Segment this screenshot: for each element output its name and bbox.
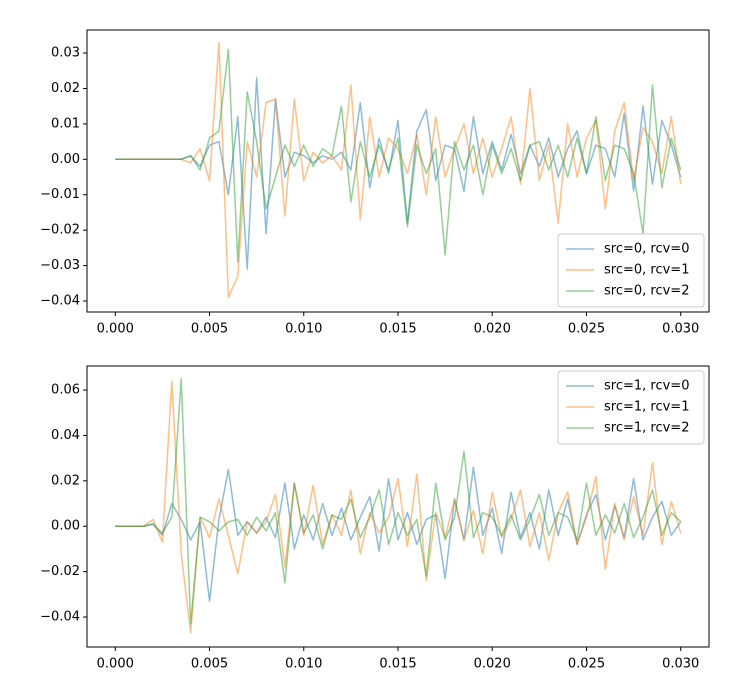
x-tick-label: 0.015 (379, 657, 416, 672)
x-tick-label: 0.005 (191, 322, 228, 337)
x-tick-label: 0.010 (285, 657, 322, 672)
y-tick-label: 0.01 (51, 116, 80, 131)
y-tick-label: 0.06 (51, 383, 80, 398)
y-tick-label: −0.04 (40, 610, 80, 625)
y-tick-label: 0.00 (51, 519, 80, 534)
x-tick-label: 0.020 (474, 657, 511, 672)
x-tick-label: 0.015 (379, 322, 416, 337)
series-line (115, 380, 682, 634)
y-tick-label: −0.03 (40, 258, 80, 273)
legend-label: src=1, rcv=0 (604, 379, 689, 394)
legend-label: src=1, rcv=2 (604, 421, 689, 436)
y-tick-label: 0.03 (51, 46, 80, 61)
y-tick-label: −0.04 (40, 294, 80, 309)
x-tick-label: 0.030 (662, 657, 699, 672)
lines (115, 377, 682, 634)
x-tick-label: 0.000 (97, 657, 134, 672)
legend-label: src=0, rcv=2 (604, 284, 689, 299)
legend-label: src=0, rcv=1 (604, 263, 689, 278)
subplot: 0.000 0.005 0.010 0.015 0.020 0.025 0.030 −0.04… (40, 29, 710, 337)
legend: src=1, rcv=0 src=1, rcv=1 src=1, rcv=2 (557, 370, 705, 445)
x-tick-label: 0.000 (97, 322, 134, 337)
x-tick-label: 0.010 (285, 322, 322, 337)
series-line (115, 41, 682, 299)
y-tick-label: −0.02 (40, 564, 80, 579)
lines (115, 41, 682, 299)
y-tick-label: 0.04 (51, 428, 80, 443)
legend-label: src=1, rcv=1 (604, 400, 689, 415)
y-tick-label: −0.01 (40, 187, 80, 202)
x-tick-label: 0.025 (568, 322, 605, 337)
x-tick-label: 0.025 (568, 657, 605, 672)
series-line (115, 377, 682, 625)
axes-frame (86, 365, 710, 648)
y-tick-label: 0.02 (51, 473, 80, 488)
subplot: 0.000 0.005 0.010 0.015 0.020 0.025 0.030 −0.04… (40, 365, 710, 672)
x-tick-label: 0.020 (474, 322, 511, 337)
y-tick-label: 0.02 (51, 81, 80, 96)
series-line (115, 48, 682, 263)
x-tick-label: 0.030 (662, 322, 699, 337)
y-tick-label: −0.02 (40, 223, 80, 238)
x-tick-label: 0.005 (191, 657, 228, 672)
legend-box (557, 233, 705, 308)
axes-frame (86, 29, 710, 313)
y-tick-label: 0.00 (51, 152, 80, 167)
legend: src=0, rcv=0 src=0, rcv=1 src=0, rcv=2 (557, 233, 705, 308)
legend-label: src=0, rcv=0 (604, 242, 689, 257)
legend-box (557, 370, 705, 445)
